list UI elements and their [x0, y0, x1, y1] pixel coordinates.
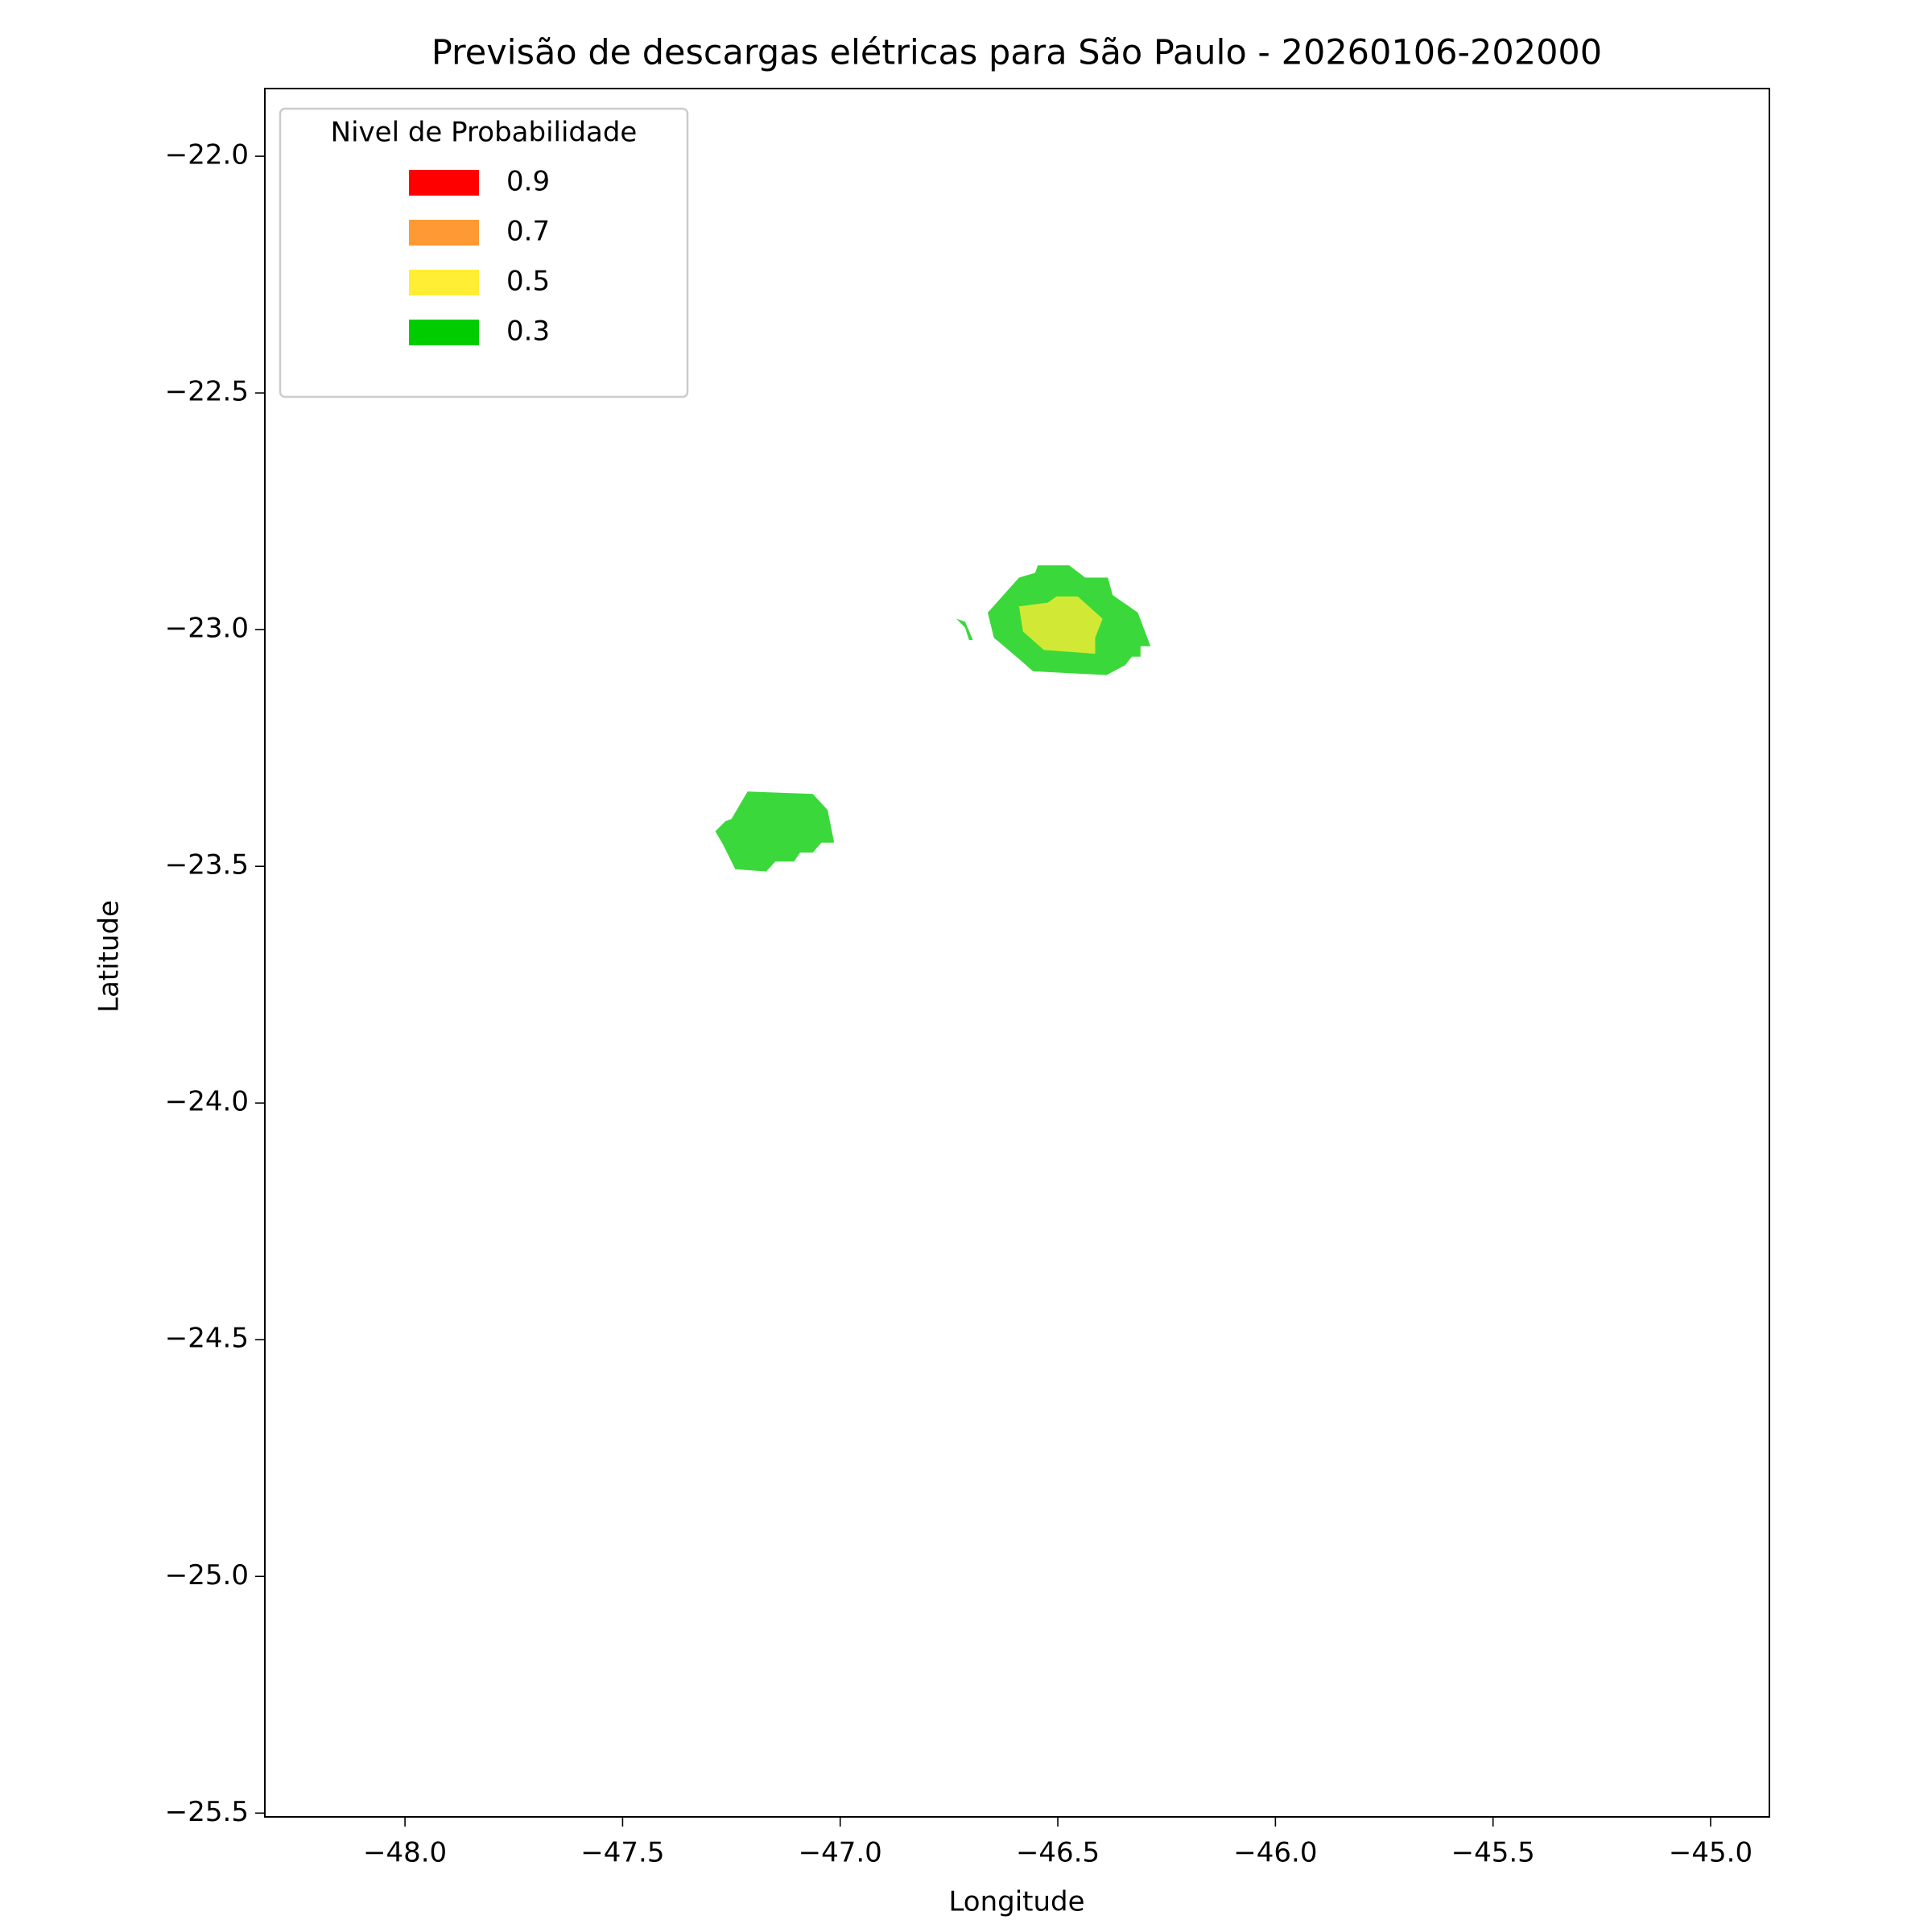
chart-title: Previsão de descargas elétricas para São…	[431, 33, 1602, 73]
y-tick-label: −24.0	[165, 1086, 249, 1118]
y-tick-label: −22.0	[165, 139, 249, 171]
y-tick-label: −23.5	[165, 849, 249, 881]
contour-region	[1018, 597, 1103, 654]
plot-frame	[264, 88, 1770, 1818]
x-tick-label: −46.0	[1233, 1837, 1317, 1869]
legend-swatch	[409, 220, 479, 246]
x-tick-label: −48.0	[363, 1837, 447, 1869]
x-tick-label: −45.5	[1451, 1837, 1535, 1869]
y-tick-label: −23.0	[165, 613, 249, 645]
y-axis-label: Latitude	[93, 900, 126, 1013]
x-tick-label: −47.0	[799, 1837, 882, 1869]
legend-swatch	[409, 170, 479, 196]
legend-label: 0.9	[506, 166, 550, 198]
legend-swatch	[409, 320, 479, 345]
legend-label: 0.3	[506, 316, 550, 348]
legend-swatch	[409, 270, 479, 295]
legend-box	[279, 107, 689, 398]
y-tick-label: −22.5	[165, 376, 249, 408]
legend-label: 0.5	[506, 266, 550, 298]
x-tick-label: −45.0	[1669, 1837, 1752, 1869]
y-tick-label: −25.0	[165, 1559, 249, 1591]
y-tick-label: −24.5	[165, 1323, 249, 1355]
x-axis-label: Longitude	[948, 1886, 1084, 1918]
x-tick-label: −47.5	[580, 1837, 664, 1869]
x-tick-label: −46.5	[1016, 1837, 1100, 1869]
legend-title: Nivel de Probabilidade	[331, 117, 638, 149]
legend-label: 0.7	[506, 216, 550, 248]
y-tick-label: −25.5	[165, 1796, 249, 1828]
